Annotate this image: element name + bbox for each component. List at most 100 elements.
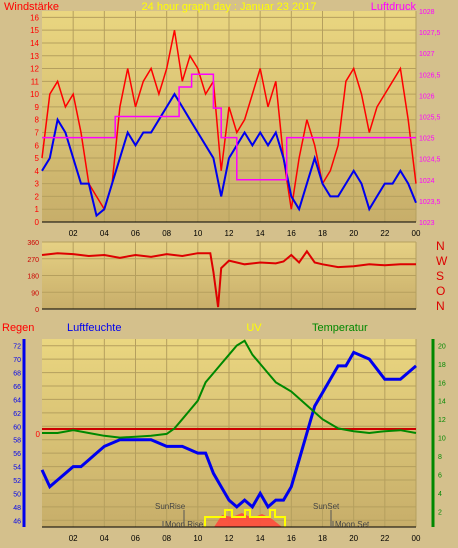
temperature-y-tick-label: 8 [438,454,442,461]
humidity-x-tick-label: 00 [412,534,421,543]
compass-letter: W [436,254,448,268]
direction-y-tick-label: 360 [27,240,39,247]
pressure-y-tick-label: 1025,5 [419,115,441,122]
pressure-y-tick-label: 1027,5 [419,30,441,37]
direction-y-tick-label: 180 [27,274,39,281]
humidity-y-tick-label: 64 [13,397,21,404]
direction-y-tick-label: 90 [31,290,39,297]
pressure-y-tick-label: 1023 [419,220,435,227]
compass-letter: S [436,269,444,283]
wind-x-tick-label: 08 [162,229,171,238]
wind-series-line-1 [41,92,417,218]
wind-y-tick-label: 11 [31,77,40,86]
temperature-y-tick-label: 2 [438,509,442,516]
wind-y-tick-label: 5 [35,154,40,163]
luftdruck-label: Luftdruck [371,1,417,13]
humidity-x-tick-label: 16 [287,534,296,543]
pressure-y-tick-label: 1028 [419,9,435,16]
wind-y-tick-label: 13 [30,52,39,61]
pressure-y-ticks: 1023 1023,5 1024 1024,5 1025 1025,5 1026 1026,5… [419,9,441,227]
direction-panel-series [41,249,416,308]
wind-x-tick-label: 14 [256,229,265,238]
humidity-y-ticks: 46 48 50 52 54 56 58 60 62 64 66 68 70 72 [13,344,21,526]
humidity-x-ticks: 02 04 06 08 10 12 14 16 18 20 22 00 [69,534,421,543]
pressure-y-tick-label: 1026 [419,93,435,100]
wind-x-tick-label: 16 [287,229,296,238]
wind-y-tick-label: 16 [30,13,39,22]
temperature-y-tick-label: 14 [438,399,446,406]
humidity-x-tick-label: 14 [256,534,265,543]
humidity-y-tick-label: 68 [13,371,21,378]
wind-x-tick-label: 18 [318,229,327,238]
humidity-x-tick-label: 04 [100,534,109,543]
regen-zero-tick: 0 [36,430,41,439]
wind-x-tick-label: 12 [225,229,234,238]
wind-y-tick-label: 4 [35,167,40,176]
wind-y-tick-label: 2 [35,192,40,201]
temperature-y-tick-label: 4 [438,491,442,498]
humidity-y-tick-label: 58 [13,438,21,445]
humidity-y-tick-label: 46 [13,518,21,525]
humidity-y-tick-label: 62 [13,411,21,418]
humidity-panel-grid [42,339,417,527]
temperature-y-tick-label: 20 [438,343,446,350]
pressure-y-tick-label: 1023,5 [419,199,441,206]
humidity-series-line [40,350,417,510]
temperature-y-tick-label: 12 [438,417,446,424]
compass-letter: N [436,239,445,253]
temperature-y-tick-label: 6 [438,472,442,479]
temperature-y-tick-label: 16 [438,380,446,387]
uv-index-line [204,509,286,527]
wind-x-tick-label: 04 [100,229,109,238]
compass-letter: O [436,284,445,298]
humidity-x-tick-label: 10 [193,534,202,543]
humidity-x-tick-label: 06 [131,534,140,543]
humidity-y-tick-label: 52 [13,478,21,485]
wind-y-tick-label: 10 [30,90,39,99]
humidity-y-tick-label: 48 [13,505,21,512]
humidity-panel-series [40,339,417,510]
wind-y-tick-label: 0 [35,218,40,227]
humidity-x-tick-label: 18 [318,534,327,543]
sunset-label: SunSet [313,502,340,511]
wind-x-tick-label: 22 [380,229,389,238]
humidity-y-tick-label: 70 [13,357,21,364]
pressure-y-tick-label: 1027 [419,51,435,58]
windstaerke-label: Windstärke [4,1,59,13]
humidity-x-tick-label: 20 [349,534,358,543]
sun-moon-annotations: SunRise SunSet Moon Rise Moon Set [155,502,370,529]
wind-y-tick-label: 7 [35,128,40,137]
temperature-y-tick-label: 18 [438,362,446,369]
humidity-y-tick-label: 56 [13,451,21,458]
pressure-y-tick-label: 1025 [419,136,435,143]
wind-y-tick-label: 8 [35,116,40,125]
humidity-y-tick-label: 60 [13,424,21,431]
sunrise-label: SunRise [155,502,186,511]
temperature-y-tick-label: 10 [438,436,446,443]
wind-series-line-2 [42,73,416,181]
uv-area [204,509,286,527]
direction-series-line [41,249,416,308]
chart-title: 24 hour graph day : Januar 23 2017 [142,1,317,13]
humidity-x-tick-label: 22 [380,534,389,543]
direction-y-ticks: 0 90 180 270 360 [27,240,39,314]
wind-panel-series [41,30,417,218]
wind-y-tick-label: 9 [35,103,40,112]
wind-x-tick-label: 20 [349,229,358,238]
regen-label: Regen [2,322,34,334]
wind-y-tick-label: 15 [30,26,39,35]
temperature-y-ticks: 2 4 6 8 10 12 14 16 18 20 [438,343,446,516]
humidity-y-tick-label: 54 [13,465,21,472]
humidity-x-tick-label: 08 [162,534,171,543]
pressure-y-tick-label: 1024 [419,178,435,185]
moonset-label: Moon Set [335,520,370,529]
temperatur-label: Temperatur [312,322,368,334]
humidity-y-tick-label: 72 [13,344,21,351]
luftfeuchte-label: Luftfeuchte [67,322,121,334]
humidity-x-tick-label: 02 [69,534,78,543]
wind-y-tick-label: 1 [35,205,40,214]
wind-x-tick-label: 00 [412,229,421,238]
wind-x-ticks: 02 04 06 08 10 12 14 16 18 20 22 00 [69,229,421,238]
